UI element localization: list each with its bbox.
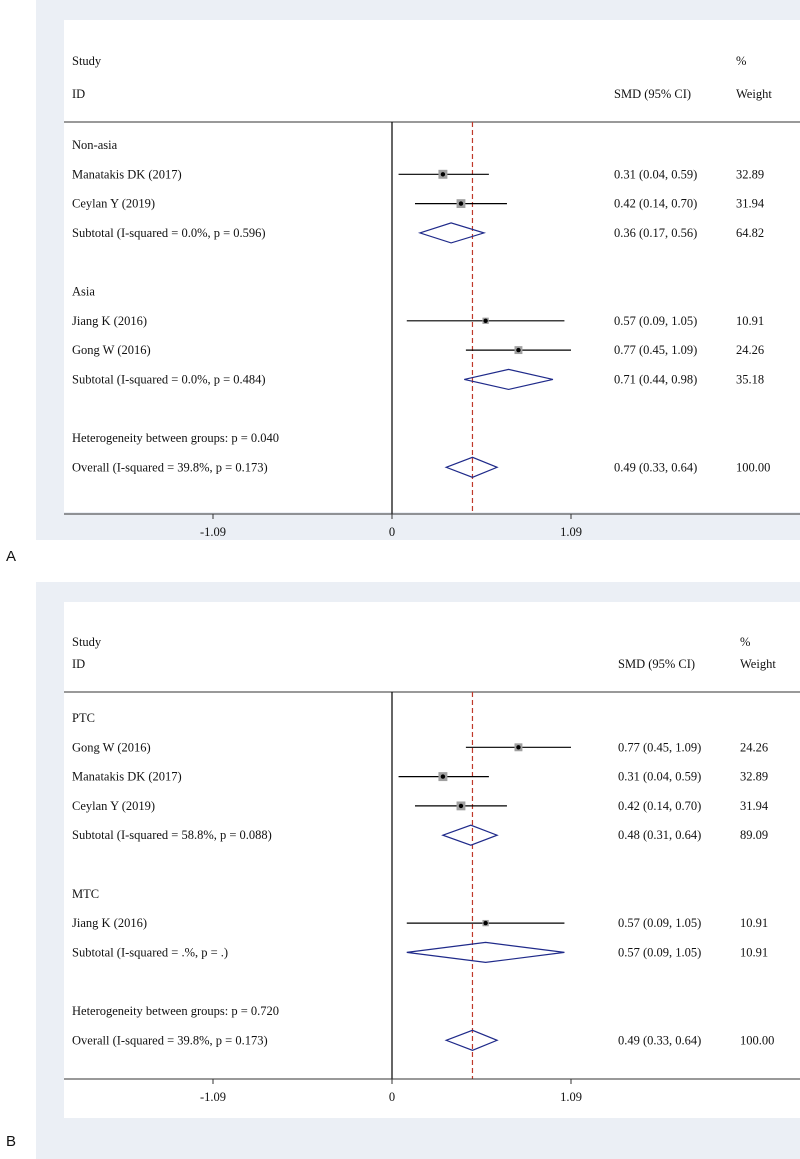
study-label: Gong W (2016) bbox=[72, 740, 151, 754]
subtotal-label: Subtotal (I-squared = 58.8%, p = 0.088) bbox=[72, 828, 272, 842]
study-label: Ceylan Y (2019) bbox=[72, 799, 155, 813]
study-label: Gong W (2016) bbox=[72, 343, 151, 357]
x-tick-label: 1.09 bbox=[560, 525, 582, 539]
weight-value: 31.94 bbox=[740, 799, 769, 813]
header-effect: SMD (95% CI) bbox=[618, 657, 695, 671]
ci-value: 0.71 (0.44, 0.98) bbox=[614, 372, 697, 386]
pooled-diamond bbox=[464, 368, 554, 391]
ci-value: 0.77 (0.45, 1.09) bbox=[614, 343, 697, 357]
ci-value: 0.42 (0.14, 0.70) bbox=[618, 799, 701, 813]
group-label: MTC bbox=[72, 887, 99, 901]
header-id: ID bbox=[72, 87, 85, 101]
ci-value: 0.49 (0.33, 0.64) bbox=[614, 460, 697, 474]
weight-value: 10.91 bbox=[736, 314, 764, 328]
x-tick-label: 0 bbox=[389, 1090, 395, 1104]
x-tick-label: -1.09 bbox=[200, 1090, 226, 1104]
header-weight: Weight bbox=[740, 657, 776, 671]
ci-value: 0.57 (0.09, 1.05) bbox=[618, 916, 701, 930]
weight-value: 31.94 bbox=[736, 197, 765, 211]
subtotal-label: Subtotal (I-squared = 0.0%, p = 0.596) bbox=[72, 226, 266, 240]
ci-value: 0.31 (0.04, 0.59) bbox=[618, 770, 701, 784]
header-id: ID bbox=[72, 657, 85, 671]
point-estimate bbox=[516, 745, 521, 750]
subtotal-label: Overall (I-squared = 39.8%, p = 0.173) bbox=[72, 460, 268, 474]
weight-value: 24.26 bbox=[736, 343, 764, 357]
point-estimate bbox=[516, 347, 521, 353]
weight-value: 32.89 bbox=[736, 167, 764, 181]
panel-label-a: A bbox=[6, 548, 17, 565]
header-percent: % bbox=[740, 635, 750, 649]
weight-value: 10.91 bbox=[740, 945, 768, 959]
study-label: Manatakis DK (2017) bbox=[72, 770, 182, 784]
ci-value: 0.77 (0.45, 1.09) bbox=[618, 740, 701, 754]
header-study: Study bbox=[72, 54, 102, 68]
point-estimate bbox=[458, 803, 464, 809]
point-estimate bbox=[440, 774, 446, 779]
pooled-diamond bbox=[441, 824, 499, 846]
plot-area: Study ID SMD (95% CI)% Weight PTC Gong W (201… bbox=[64, 602, 800, 1118]
ci-value: 0.49 (0.33, 0.64) bbox=[618, 1033, 701, 1047]
ci-value: 0.57 (0.09, 1.05) bbox=[618, 945, 701, 959]
panel-label-b: B bbox=[6, 1133, 17, 1150]
weight-value: 10.91 bbox=[740, 916, 768, 930]
subtotal-label: Subtotal (I-squared = 0.0%, p = 0.484) bbox=[72, 372, 266, 386]
weight-value: 100.00 bbox=[740, 1033, 774, 1047]
study-label: Manatakis DK (2017) bbox=[72, 167, 182, 181]
study-label: Jiang K (2016) bbox=[72, 916, 147, 930]
group-label: Asia bbox=[72, 285, 95, 299]
forest-panel-b: Study ID SMD (95% CI)% Weight PTC Gong W (201… bbox=[36, 582, 800, 1159]
weight-value: 32.89 bbox=[740, 770, 768, 784]
subtotal-label: Overall (I-squared = 39.8%, p = 0.173) bbox=[72, 1033, 268, 1047]
ci-value: 0.48 (0.31, 0.64) bbox=[618, 828, 701, 842]
study-label: Jiang K (2016) bbox=[72, 314, 147, 328]
weight-value: 64.82 bbox=[736, 226, 764, 240]
group-label: PTC bbox=[72, 711, 95, 725]
weight-value: 89.09 bbox=[740, 828, 768, 842]
weight-value: 100.00 bbox=[736, 460, 770, 474]
forest-panel-a: Study ID SMD (95% CI)% Weight Non-asia Manata… bbox=[36, 0, 800, 540]
subtotal-label: Subtotal (I-squared = .%, p = .) bbox=[72, 945, 228, 959]
header-effect: SMD (95% CI) bbox=[614, 87, 691, 101]
study-label: Ceylan Y (2019) bbox=[72, 197, 155, 211]
heterogeneity-label: Heterogeneity between groups: p = 0.720 bbox=[72, 1004, 279, 1018]
header-study: Study bbox=[72, 635, 102, 649]
header-weight: Weight bbox=[736, 87, 772, 101]
point-estimate bbox=[440, 172, 446, 177]
header-percent: % bbox=[736, 54, 746, 68]
pooled-diamond bbox=[444, 1029, 499, 1051]
point-estimate bbox=[458, 201, 464, 206]
x-tick-label: -1.09 bbox=[200, 525, 226, 539]
weight-value: 35.18 bbox=[736, 372, 764, 386]
ci-value: 0.42 (0.14, 0.70) bbox=[614, 197, 697, 211]
x-tick-label: 1.09 bbox=[560, 1090, 582, 1104]
forest-plot-a: Study ID SMD (95% CI)% Weight Non-asia Manata… bbox=[64, 54, 800, 539]
point-estimate bbox=[483, 318, 488, 323]
point-estimate bbox=[483, 920, 488, 926]
group-label: Non-asia bbox=[72, 138, 118, 152]
pooled-diamond bbox=[417, 222, 487, 244]
heterogeneity-label: Heterogeneity between groups: p = 0.040 bbox=[72, 431, 279, 445]
ci-value: 0.36 (0.17, 0.56) bbox=[614, 226, 697, 240]
ci-value: 0.57 (0.09, 1.05) bbox=[614, 314, 697, 328]
weight-value: 24.26 bbox=[740, 740, 768, 754]
x-tick-label: 0 bbox=[389, 525, 395, 539]
plot-area: Study ID SMD (95% CI)% Weight Non-asia Manata… bbox=[64, 20, 800, 539]
pooled-diamond bbox=[406, 941, 565, 964]
ci-value: 0.31 (0.04, 0.59) bbox=[614, 167, 697, 181]
forest-plot-b: Study ID SMD (95% CI)% Weight PTC Gong W (201… bbox=[64, 635, 800, 1104]
pooled-diamond bbox=[444, 456, 499, 478]
